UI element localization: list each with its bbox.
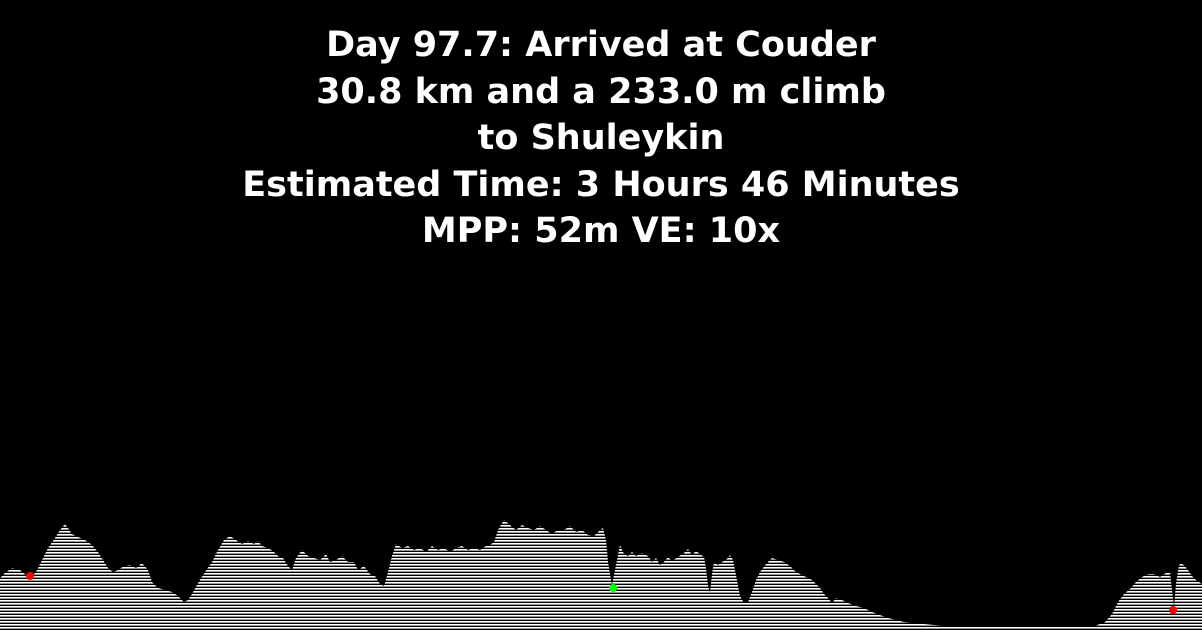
- destination-marker: [1169, 606, 1177, 614]
- distance-climb-text: 30.8 km and a 233.0 m climb: [316, 71, 886, 112]
- start-marker: [26, 572, 34, 580]
- current-position-marker: [609, 584, 617, 592]
- estimated-time-text: Estimated Time: 3 Hours 46 Minutes: [242, 164, 960, 205]
- destination-text: to Shuleykin: [477, 118, 725, 158]
- arrival-status-text: Day 97.7: Arrived at Couder: [326, 25, 876, 65]
- scale-info-text: MPP: 52m VE: 10x: [421, 211, 781, 251]
- terrain-profile: [0, 520, 1202, 630]
- route-info-header: Day 97.7: Arrived at Couder 30.8 km and …: [0, 22, 1202, 255]
